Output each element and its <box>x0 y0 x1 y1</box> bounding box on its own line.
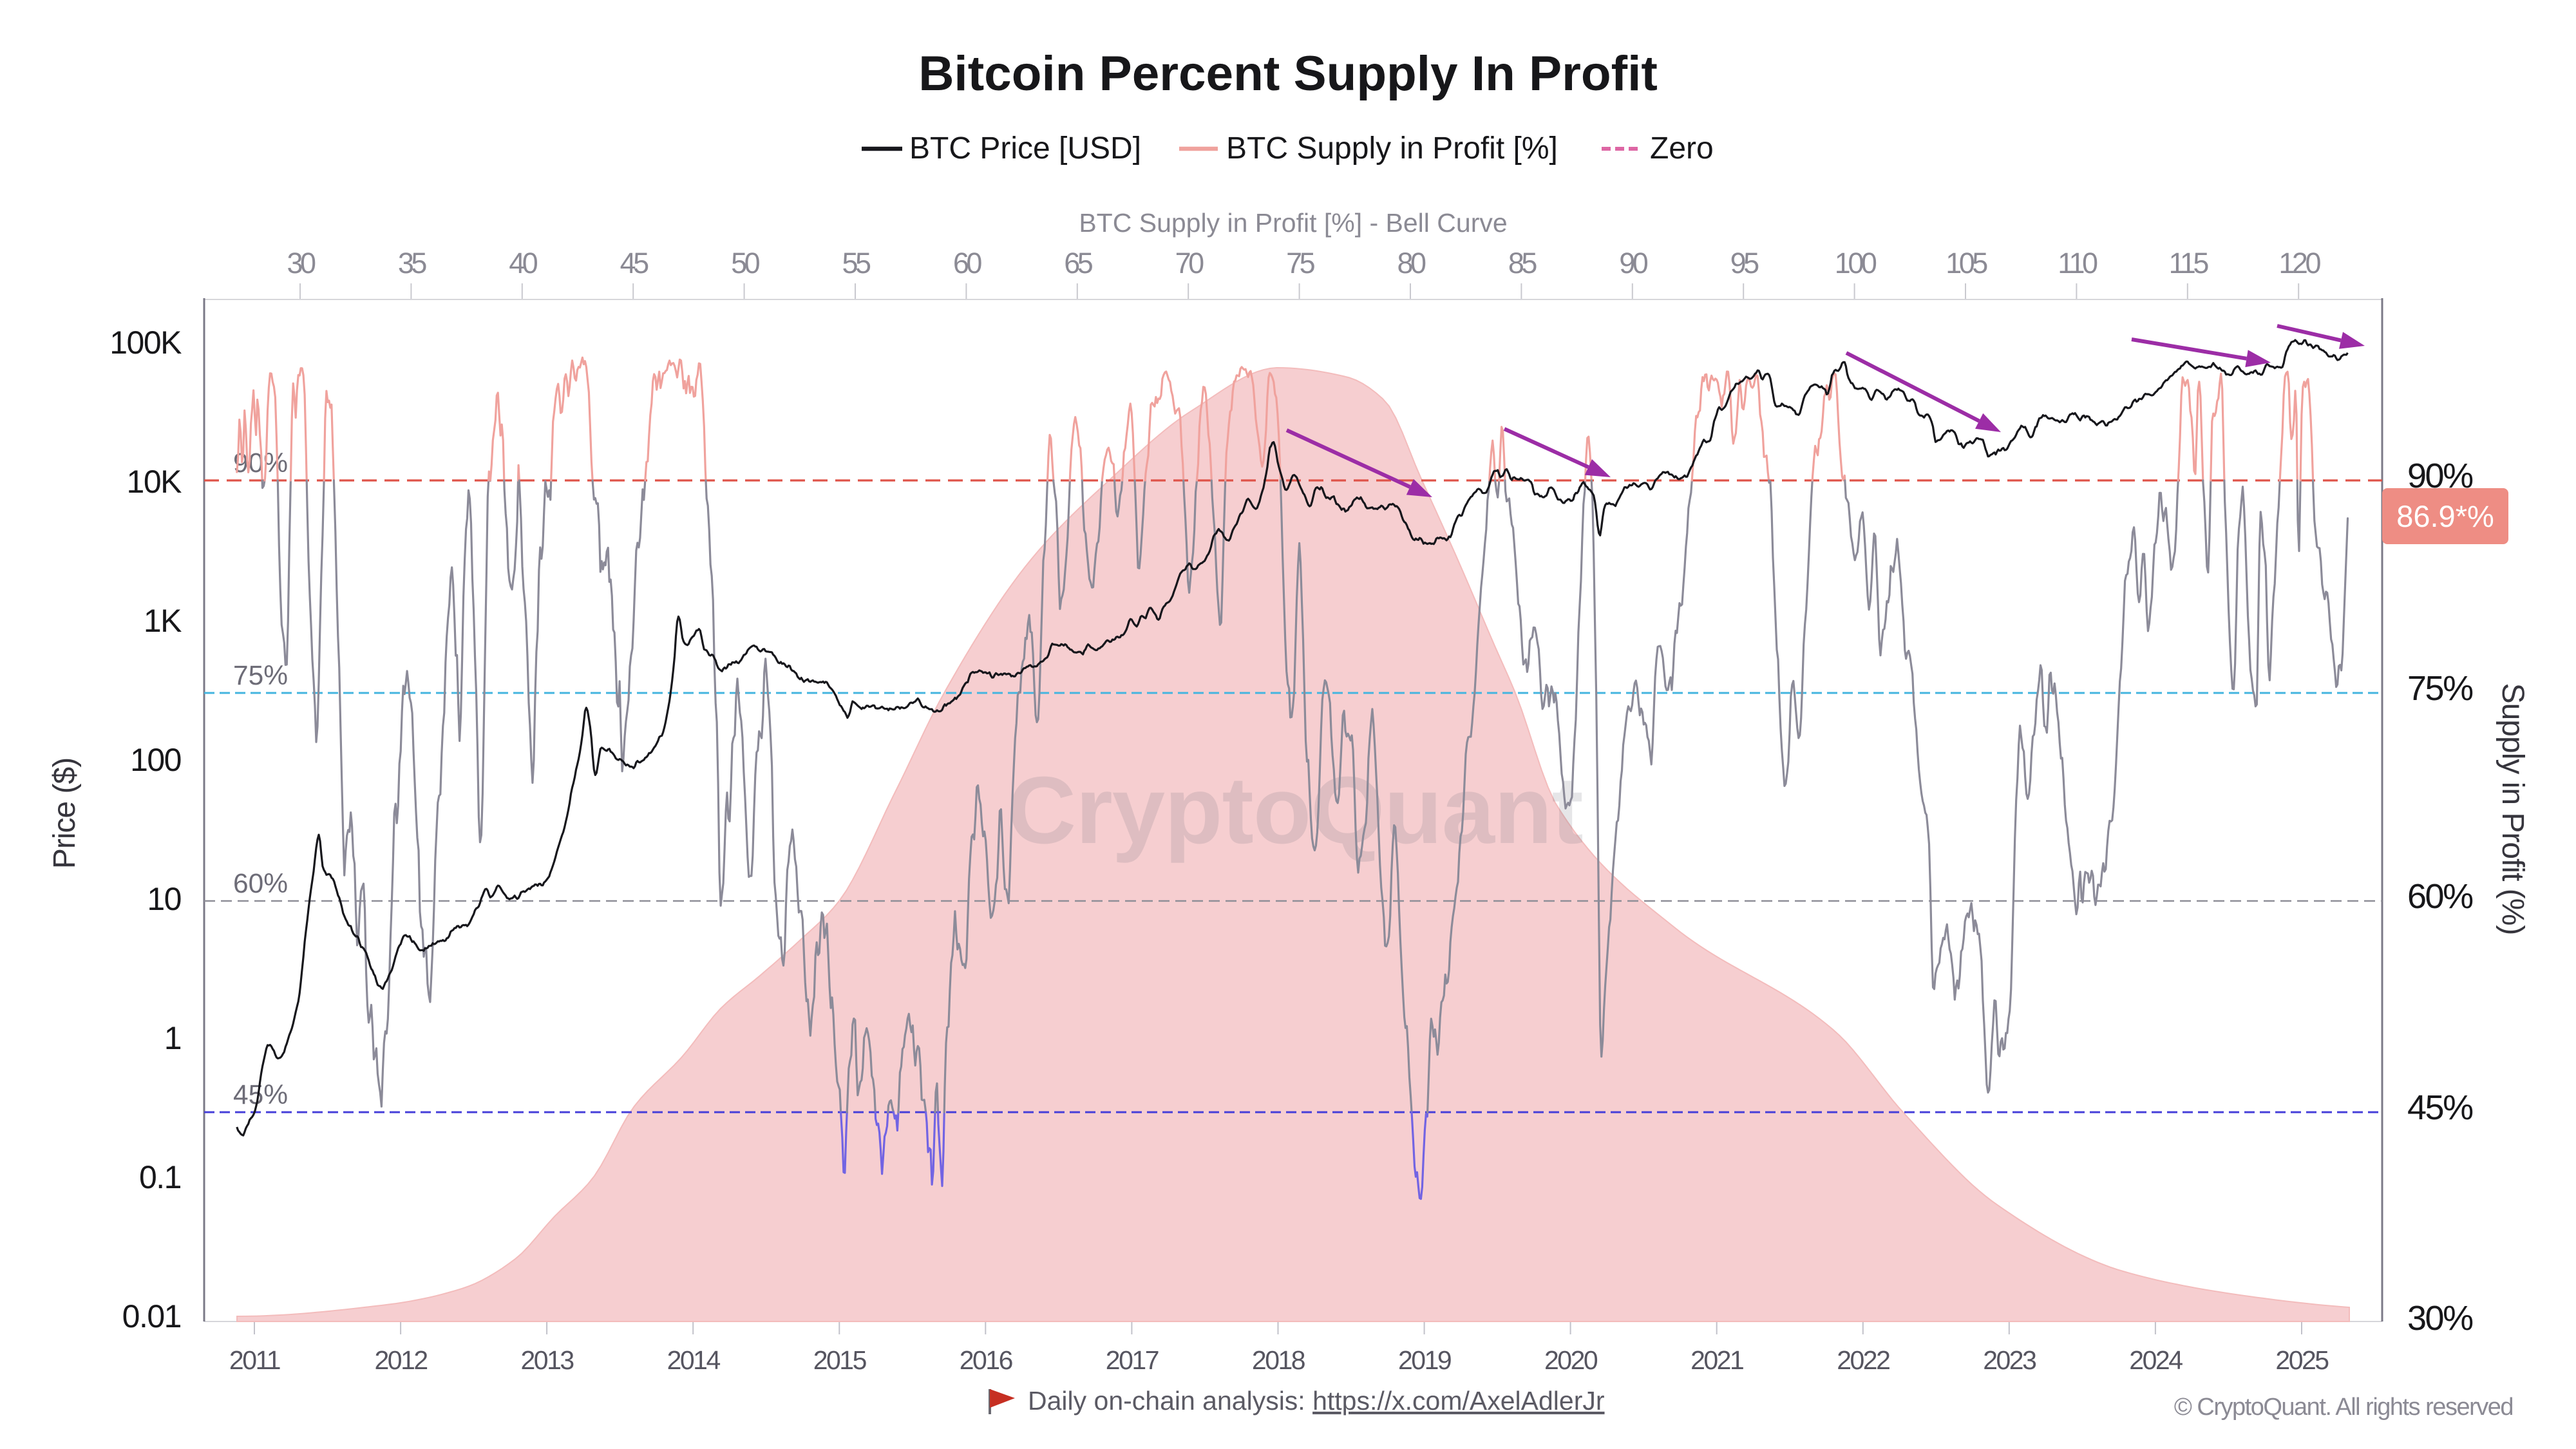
svg-text:110: 110 <box>2058 247 2098 279</box>
svg-text:2021: 2021 <box>1690 1345 1743 1375</box>
svg-text:2017: 2017 <box>1106 1345 1159 1375</box>
svg-text:BTC Supply in Profit [%]: BTC Supply in Profit [%] <box>1226 131 1558 166</box>
svg-text:65: 65 <box>1064 247 1093 279</box>
svg-text:2013: 2013 <box>520 1345 573 1375</box>
svg-text:70: 70 <box>1175 247 1204 279</box>
svg-text:BTC Supply in Profit [%] - Bel: BTC Supply in Profit [%] - Bell Curve <box>1079 208 1507 238</box>
svg-text:80: 80 <box>1397 247 1426 279</box>
svg-text:100: 100 <box>1835 247 1877 279</box>
svg-text:45: 45 <box>620 247 649 279</box>
svg-text:95: 95 <box>1730 247 1759 279</box>
svg-text:120: 120 <box>2278 247 2320 279</box>
svg-text:1: 1 <box>164 1020 181 1056</box>
svg-text:Zero: Zero <box>1650 131 1714 166</box>
svg-text:Price ($): Price ($) <box>48 758 82 869</box>
svg-text:10: 10 <box>147 881 181 917</box>
svg-text:Supply in Profit (%): Supply in Profit (%) <box>2496 683 2530 935</box>
svg-text:10K: 10K <box>127 464 182 500</box>
svg-text:75%: 75% <box>233 661 288 691</box>
svg-text:55: 55 <box>842 247 871 279</box>
svg-text:2016: 2016 <box>960 1345 1012 1375</box>
svg-text:2014: 2014 <box>667 1345 721 1375</box>
svg-text:100: 100 <box>130 742 181 778</box>
svg-text:105: 105 <box>1946 247 1987 279</box>
svg-text:1K: 1K <box>144 603 182 639</box>
svg-text:50: 50 <box>731 247 760 279</box>
svg-text:2012: 2012 <box>374 1345 427 1375</box>
svg-text:2015: 2015 <box>813 1345 867 1375</box>
svg-text:86.9*%: 86.9*% <box>2396 499 2494 533</box>
svg-text:85: 85 <box>1508 247 1537 279</box>
svg-text:60%: 60% <box>2407 877 2473 916</box>
svg-text:100K: 100K <box>109 325 182 361</box>
svg-text:30: 30 <box>287 247 316 279</box>
svg-text:Bitcoin Percent Supply In Prof: Bitcoin Percent Supply In Profit <box>918 46 1658 101</box>
svg-text:75: 75 <box>1286 247 1315 279</box>
svg-text:CryptoQuant: CryptoQuant <box>1007 757 1582 864</box>
svg-text:2018: 2018 <box>1252 1345 1305 1375</box>
svg-text:0.1: 0.1 <box>139 1159 181 1195</box>
svg-text:45%: 45% <box>2407 1088 2473 1127</box>
svg-text:BTC Price [USD]: BTC Price [USD] <box>909 131 1141 166</box>
svg-text:40: 40 <box>509 247 538 279</box>
svg-text:0.01: 0.01 <box>122 1298 181 1334</box>
svg-text:2011: 2011 <box>229 1345 280 1375</box>
svg-text:60%: 60% <box>233 869 288 899</box>
svg-text:30%: 30% <box>2407 1299 2473 1338</box>
svg-text:60: 60 <box>953 247 982 279</box>
svg-text:75%: 75% <box>2407 669 2473 708</box>
svg-text:Daily on-chain analysis: https: Daily on-chain analysis: https://x.com/A… <box>1028 1386 1605 1416</box>
svg-text:2022: 2022 <box>1837 1345 1889 1375</box>
svg-text:2020: 2020 <box>1544 1345 1598 1375</box>
svg-text:2019: 2019 <box>1398 1345 1451 1375</box>
svg-text:2024: 2024 <box>2129 1345 2183 1375</box>
svg-text:2023: 2023 <box>1983 1345 2036 1375</box>
svg-text:© CryptoQuant. All rights rese: © CryptoQuant. All rights reserved <box>2174 1394 2513 1421</box>
svg-text:35: 35 <box>398 247 427 279</box>
svg-text:90: 90 <box>1619 247 1648 279</box>
svg-text:2025: 2025 <box>2275 1345 2329 1375</box>
svg-text:115: 115 <box>2169 247 2209 279</box>
